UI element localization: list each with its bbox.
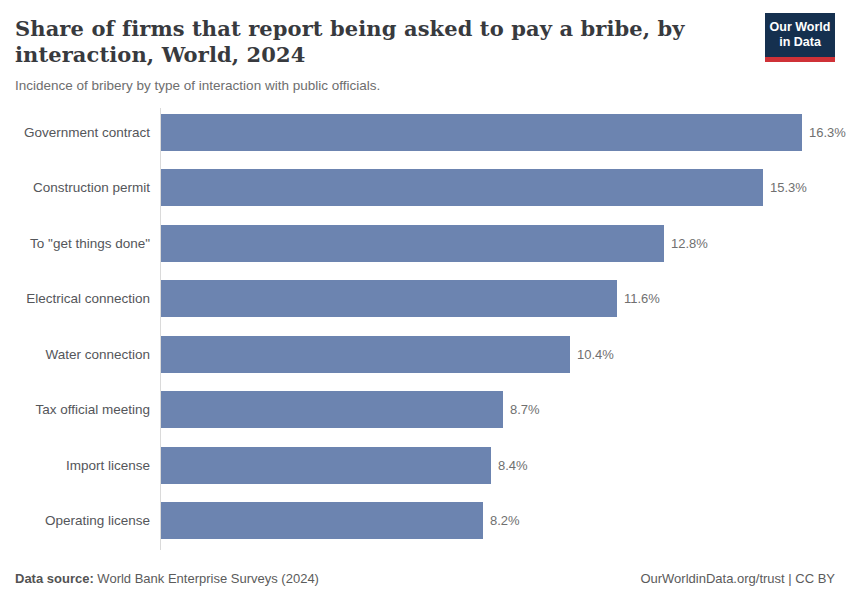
bar[interactable] [161, 114, 802, 151]
footer: Data source: World Bank Enterprise Surve… [15, 571, 835, 586]
chart-row: Tax official meeting 8.7% [15, 391, 835, 428]
category-label: Construction permit [15, 180, 161, 195]
chart-title: Share of firms that report being asked t… [15, 16, 760, 69]
header: Share of firms that report being asked t… [15, 16, 835, 93]
owid-logo-line1: Our World [769, 20, 831, 35]
category-label: Water connection [15, 347, 161, 362]
value-label: 11.6% [624, 291, 660, 306]
bar[interactable] [161, 391, 503, 428]
chart-row: Electrical connection 11.6% [15, 280, 835, 317]
data-source-label: Data source: [15, 571, 94, 586]
chart-rows: Government contract 16.3% Construction p… [15, 114, 835, 540]
owid-logo: Our World in Data [765, 13, 835, 62]
chart-row: Operating license 8.2% [15, 502, 835, 539]
category-label: Electrical connection [15, 291, 161, 306]
chart-row: Water connection 10.4% [15, 336, 835, 373]
owid-logo-line2: in Data [769, 35, 831, 50]
bar[interactable] [161, 447, 491, 484]
bar[interactable] [161, 225, 664, 262]
value-label: 8.2% [490, 513, 520, 528]
bar-chart: Government contract 16.3% Construction p… [15, 114, 835, 540]
value-label: 15.3% [770, 180, 807, 195]
category-label: Operating license [15, 513, 161, 528]
value-label: 16.3% [809, 125, 846, 140]
bar[interactable] [161, 336, 570, 373]
value-label: 10.4% [577, 347, 614, 362]
value-label: 8.7% [510, 402, 540, 417]
chart-row: Import license 8.4% [15, 447, 835, 484]
bar[interactable] [161, 169, 763, 206]
value-label: 8.4% [498, 458, 528, 473]
value-label: 12.8% [671, 236, 708, 251]
chart-subtitle: Incidence of bribery by type of interact… [15, 78, 760, 93]
chart-page: Share of firms that report being asked t… [0, 0, 850, 600]
bar[interactable] [161, 280, 617, 317]
chart-row: To "get things done" 12.8% [15, 225, 835, 262]
data-source: Data source: World Bank Enterprise Surve… [15, 571, 319, 586]
category-label: To "get things done" [15, 236, 161, 251]
title-block: Share of firms that report being asked t… [15, 16, 760, 93]
bar[interactable] [161, 502, 483, 539]
category-label: Tax official meeting [15, 402, 161, 417]
category-label: Government contract [15, 125, 161, 140]
data-source-value: World Bank Enterprise Surveys (2024) [94, 571, 319, 586]
chart-row: Construction permit 15.3% [15, 169, 835, 206]
chart-row: Government contract 16.3% [15, 114, 835, 151]
credit-line[interactable]: OurWorldinData.org/trust | CC BY [640, 571, 835, 586]
category-label: Import license [15, 458, 161, 473]
